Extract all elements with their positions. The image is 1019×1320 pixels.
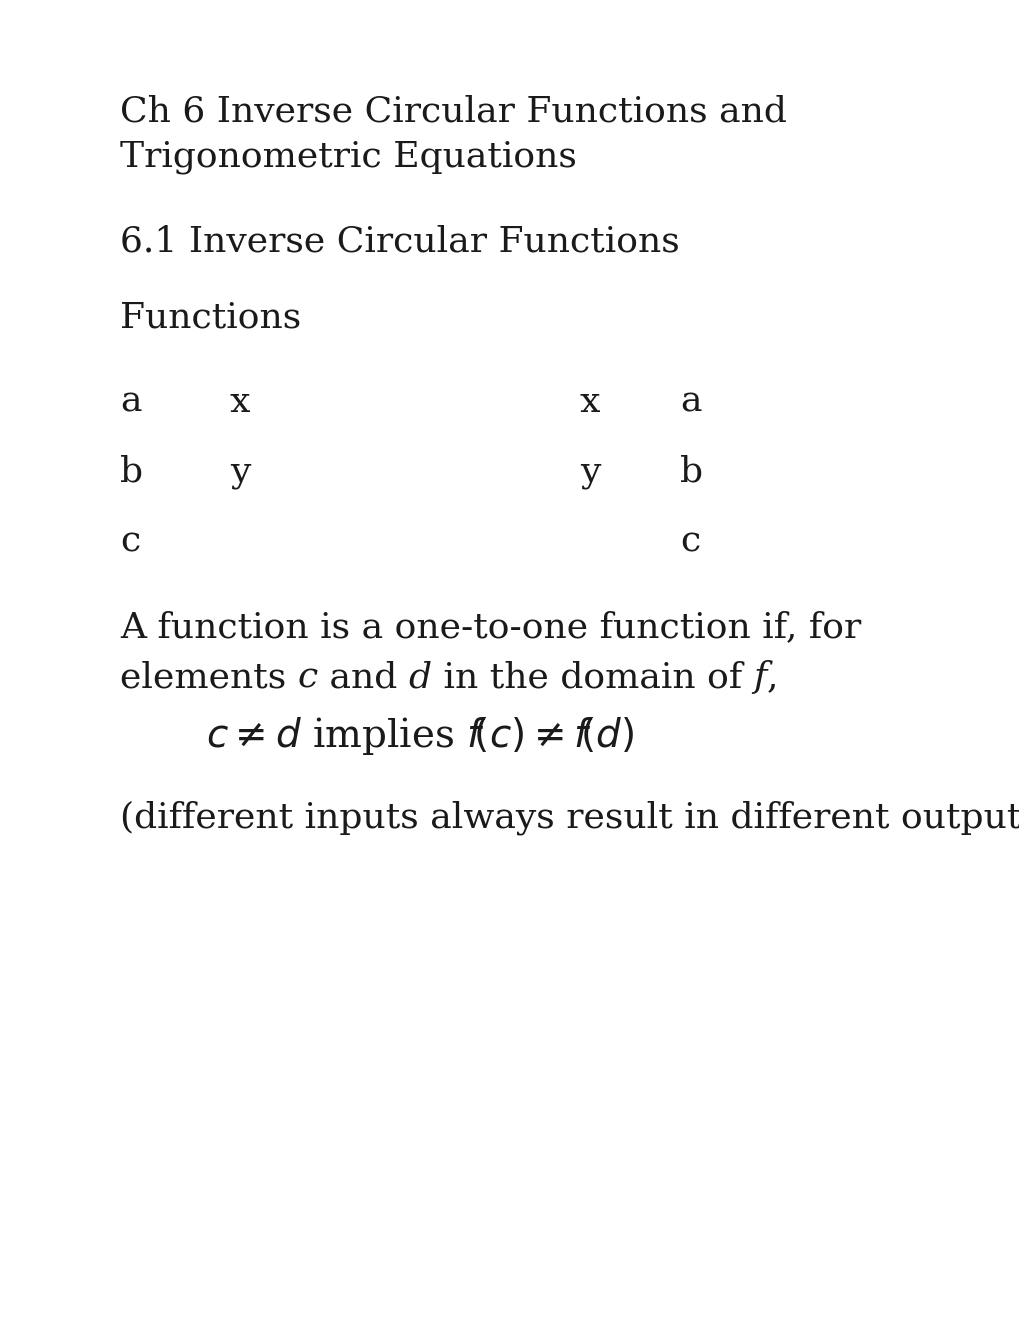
Text: c: c bbox=[120, 525, 141, 558]
Text: b: b bbox=[120, 455, 143, 488]
Text: Trigonometric Equations: Trigonometric Equations bbox=[120, 140, 577, 174]
Text: and: and bbox=[318, 660, 409, 694]
Text: y: y bbox=[229, 455, 250, 488]
Text: Ch 6 Inverse Circular Functions and: Ch 6 Inverse Circular Functions and bbox=[120, 95, 786, 129]
Text: c: c bbox=[298, 660, 318, 694]
Text: a: a bbox=[120, 385, 142, 418]
Text: f: f bbox=[753, 660, 766, 694]
Text: a: a bbox=[680, 385, 701, 418]
Text: ,: , bbox=[766, 660, 777, 694]
Text: y: y bbox=[580, 455, 600, 488]
Text: x: x bbox=[229, 385, 251, 418]
Text: Functions: Functions bbox=[120, 300, 301, 334]
Text: $c \neq d$ implies $f\!\left(c\right)\neq f\!\left(d\right)$: $c \neq d$ implies $f\!\left(c\right)\ne… bbox=[206, 715, 634, 756]
Text: d: d bbox=[409, 660, 431, 694]
Text: c: c bbox=[680, 525, 700, 558]
Text: elements: elements bbox=[120, 660, 298, 694]
Text: b: b bbox=[680, 455, 702, 488]
Text: A function is a one-to-one function if, for: A function is a one-to-one function if, … bbox=[120, 610, 860, 644]
Text: in the domain of: in the domain of bbox=[431, 660, 753, 694]
Text: 6.1 Inverse Circular Functions: 6.1 Inverse Circular Functions bbox=[120, 224, 679, 259]
Text: x: x bbox=[580, 385, 600, 418]
Text: (different inputs always result in different outputs): (different inputs always result in diffe… bbox=[120, 800, 1019, 834]
